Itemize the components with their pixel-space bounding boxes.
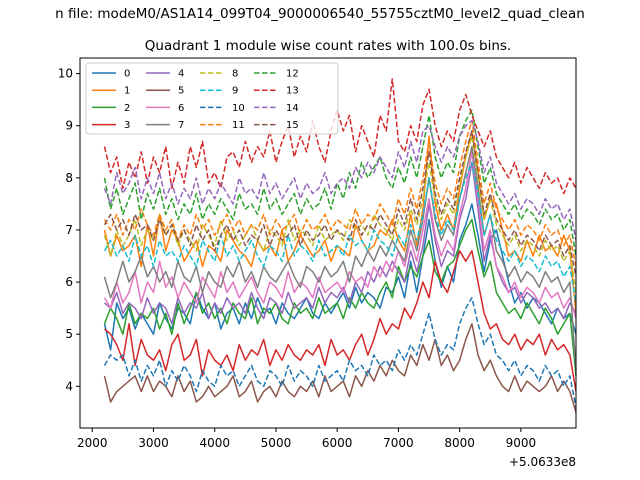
legend-label-10: 10 <box>232 103 245 114</box>
series-line-2 <box>103 218 577 376</box>
x-tick-label: 7000 <box>383 436 414 450</box>
y-axis: 4 5 6 7 8 9 10 <box>58 67 80 393</box>
series-line-13 <box>103 78 577 195</box>
legend-label-14: 14 <box>286 103 299 114</box>
series-line-9 <box>103 161 577 304</box>
series-line-3 <box>104 250 577 392</box>
legend-label-0: 0 <box>124 69 130 80</box>
x-tick-label: 2000 <box>77 436 108 450</box>
y-tick-label: 4 <box>65 379 73 393</box>
y-tick-label: 9 <box>65 119 73 133</box>
series-line-14 <box>103 119 577 241</box>
y-tick-label: 8 <box>65 171 73 185</box>
chart-suptitle: n file: modeM0/AS1A14_099T04_9000006540_… <box>55 6 585 22</box>
plot-frame <box>79 57 577 429</box>
x-tick-label: 8000 <box>444 436 475 450</box>
legend-label-2: 2 <box>124 103 130 114</box>
series-line-0 <box>103 203 577 351</box>
series-line-1 <box>103 130 577 314</box>
series-line-15 <box>103 130 577 278</box>
x-tick-label: 3000 <box>138 436 169 450</box>
legend-box <box>85 62 339 135</box>
x-tick-label: 5000 <box>261 436 292 450</box>
x-tick-label: 6000 <box>322 436 353 450</box>
series-line-5 <box>103 323 577 413</box>
legend-label-7: 7 <box>178 120 184 131</box>
legend-label-3: 3 <box>124 120 130 131</box>
series-line-11 <box>103 119 577 267</box>
series-line-6 <box>103 151 577 319</box>
legend-label-12: 12 <box>286 69 299 80</box>
legend-label-9: 9 <box>232 86 238 97</box>
legend-label-4: 4 <box>178 69 184 80</box>
chart-title: Quadrant 1 module wise count rates with … <box>145 38 511 54</box>
legend-label-11: 11 <box>232 120 245 131</box>
legend-label-15: 15 <box>286 120 299 131</box>
x-offset-label: +5.0633e8 <box>509 455 576 469</box>
series-line-7 <box>103 145 577 371</box>
legend-label-13: 13 <box>286 86 299 97</box>
y-tick-label: 10 <box>58 67 73 81</box>
x-tick-label: 9000 <box>506 436 537 450</box>
series-line-12 <box>103 109 577 257</box>
x-axis: 2000 3000 4000 5000 6000 7000 8000 9000 <box>77 428 536 450</box>
series-layer <box>103 78 577 413</box>
legend-label-8: 8 <box>232 69 238 80</box>
legend-label-6: 6 <box>178 103 184 114</box>
legend-label-5: 5 <box>178 86 184 97</box>
y-tick-label: 7 <box>65 223 73 237</box>
legend-label-1: 1 <box>124 86 130 97</box>
y-tick-label: 6 <box>65 275 73 289</box>
x-tick-label: 4000 <box>199 436 230 450</box>
y-tick-label: 5 <box>65 327 73 341</box>
series-line-10 <box>103 296 577 408</box>
